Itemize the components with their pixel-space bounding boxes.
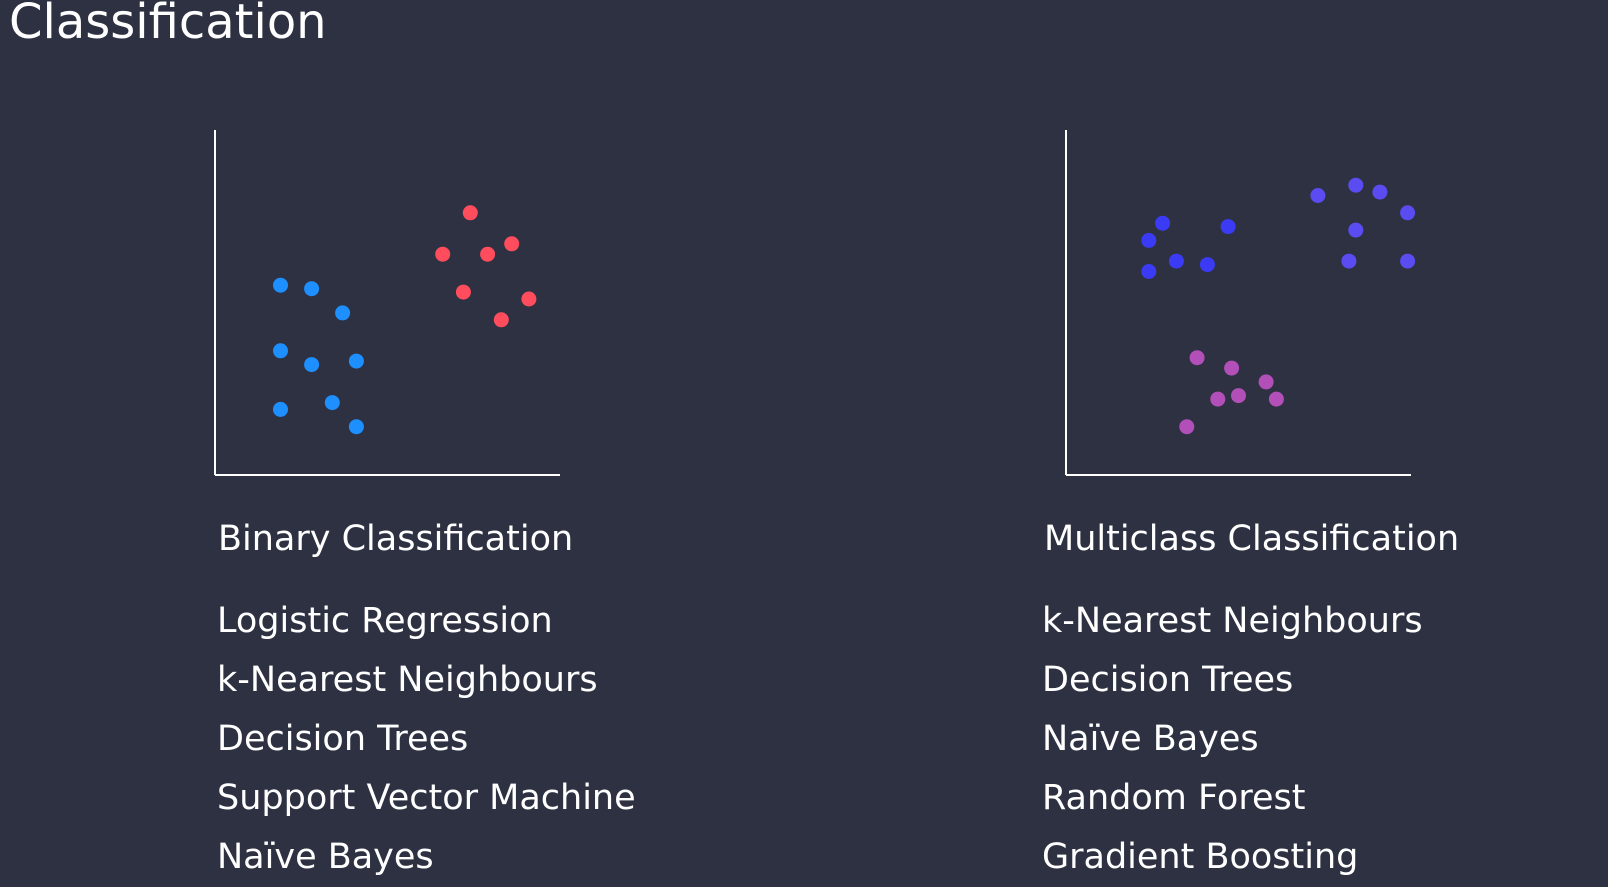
scatter-point-series-0 [1141,264,1157,279]
scatter-point-series-1 [1372,184,1388,200]
scatter-point-series-2 [1189,350,1205,366]
scatter-point-series-2 [1268,391,1284,407]
scatter-point-series-1 [1310,188,1326,203]
scatter-point-series-0 [273,401,288,417]
scatter-point-series-1 [504,236,520,252]
list-item: Naïve Bayes [1042,719,1259,759]
multiclass-scatter-plot [1065,130,1416,476]
scatter-point-series-2 [1179,419,1195,435]
scatter-point-series-0 [348,353,364,369]
scatter-point-series-0 [304,357,320,373]
list-item: Gradient Boosting [1042,837,1359,877]
scatter-point-series-1 [462,205,478,221]
scatter-point-series-2 [1210,391,1226,407]
scatter-point-series-1 [1348,177,1364,193]
scatter-point-series-1 [493,312,509,328]
scatter-point-series-1 [1400,253,1416,269]
scatter-point-series-1 [1341,253,1357,269]
page-title: Classification [9,0,327,50]
list-item: Decision Trees [1042,660,1294,700]
scatter-point-series-0 [348,419,364,435]
list-item: Logistic Regression [217,601,553,641]
scatter-point-series-0 [304,281,320,297]
binary-caption: Binary Classification [218,519,574,559]
scatter-point-series-0 [1220,219,1236,235]
scatter-point-series-0 [1199,257,1215,273]
binary-scatter-plot [214,130,560,476]
scatter-point-series-0 [324,395,340,411]
list-item: Random Forest [1042,778,1306,818]
multiclass-caption: Multiclass Classification [1044,519,1460,559]
scatter-point-series-1 [1348,222,1364,238]
scatter-point-series-0 [1155,215,1171,231]
scatter-point-series-1 [1400,205,1416,221]
scatter-point-series-0 [335,305,351,321]
list-item: Decision Trees [217,719,469,759]
list-item: k-Nearest Neighbours [217,660,598,700]
scatter-point-series-1 [521,291,537,307]
scatter-point-series-0 [273,343,288,359]
binary-algorithm-list: Logistic Regression k-Nearest Neighbours… [217,592,636,887]
list-item: k-Nearest Neighbours [1042,601,1423,641]
scatter-point-series-0 [1141,232,1157,248]
list-item: Naïve Bayes [217,837,434,877]
scatter-point-series-1 [435,246,451,262]
scatter-point-series-0 [273,277,288,293]
scatter-point-series-1 [455,284,471,300]
scatter-point-series-1 [480,246,496,262]
scatter-point-series-2 [1231,388,1246,404]
scatter-point-series-0 [1168,253,1184,269]
multiclass-algorithm-list: k-Nearest Neighbours Decision Trees Naïv… [1042,592,1423,887]
list-item: Support Vector Machine [217,778,636,818]
scatter-point-series-2 [1258,374,1274,390]
scatter-point-series-2 [1224,360,1240,376]
